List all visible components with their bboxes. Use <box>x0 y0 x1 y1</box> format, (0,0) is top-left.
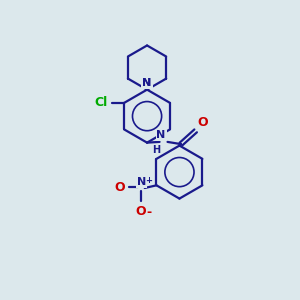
Text: N: N <box>142 78 152 88</box>
Text: O: O <box>197 116 208 129</box>
Text: -: - <box>146 206 151 219</box>
Text: +: + <box>145 176 152 185</box>
Text: N: N <box>156 130 166 140</box>
Text: N: N <box>136 177 146 188</box>
Text: O: O <box>115 181 125 194</box>
Text: H: H <box>153 146 161 155</box>
Text: O: O <box>136 205 146 218</box>
Text: Cl: Cl <box>95 96 108 110</box>
Text: N: N <box>142 78 152 88</box>
